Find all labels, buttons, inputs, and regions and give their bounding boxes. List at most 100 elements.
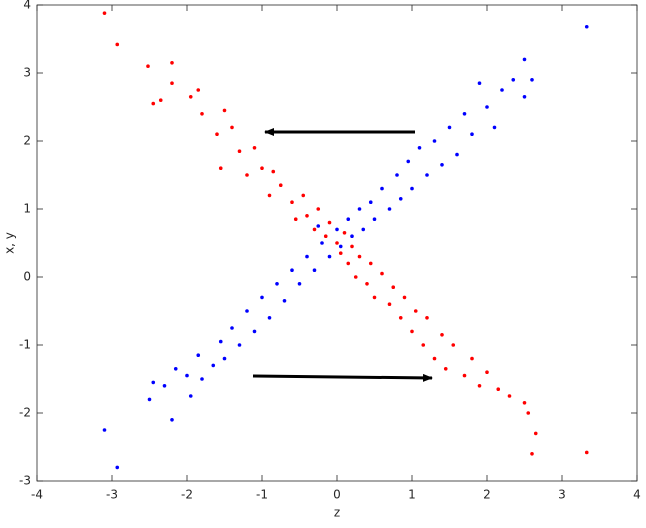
point: [218, 166, 223, 170]
point: [380, 186, 384, 191]
point: [443, 367, 448, 371]
point: [305, 214, 309, 218]
point: [425, 173, 429, 177]
point: [327, 254, 332, 259]
point: [477, 81, 482, 85]
y-tick-label: 2: [23, 134, 31, 148]
point: [402, 295, 407, 300]
point: [584, 450, 589, 455]
y-tick-label: 3: [23, 66, 31, 80]
point: [485, 105, 489, 109]
point: [237, 149, 242, 153]
point: [297, 282, 302, 286]
point: [316, 224, 321, 228]
point: [470, 356, 474, 361]
x-tick-label: 4: [633, 488, 641, 502]
point: [455, 152, 459, 157]
point: [218, 339, 223, 344]
point: [533, 431, 538, 436]
point: [413, 309, 418, 313]
point: [522, 95, 527, 99]
point: [200, 377, 204, 381]
point: [357, 254, 362, 259]
point: [196, 88, 201, 92]
point: [260, 166, 264, 170]
point: [526, 411, 531, 415]
point: [327, 220, 332, 225]
point: [275, 282, 279, 286]
point: [260, 295, 264, 300]
point: [387, 207, 392, 211]
point: [222, 356, 227, 361]
point: [395, 173, 399, 177]
point: [102, 428, 107, 432]
x-tick-label: 0: [333, 488, 341, 502]
point: [350, 234, 354, 238]
point: [338, 251, 343, 255]
point: [252, 146, 257, 150]
point: [237, 343, 242, 347]
point: [353, 275, 358, 279]
point: [485, 370, 489, 375]
point: [346, 261, 351, 266]
y-tick-label: 0: [23, 270, 31, 284]
point: [440, 333, 444, 337]
point: [335, 241, 339, 245]
point: [432, 139, 437, 143]
point: [507, 394, 512, 398]
point: [346, 217, 351, 221]
point: [432, 356, 437, 361]
y-tick-label: 4: [23, 0, 31, 12]
point: [470, 132, 474, 136]
point: [410, 329, 414, 334]
point: [417, 146, 422, 150]
point: [447, 125, 452, 130]
point: [530, 452, 534, 456]
point: [335, 227, 339, 232]
point: [387, 302, 392, 307]
point: [320, 241, 324, 245]
x-tick-label: 3: [558, 488, 566, 502]
point: [305, 254, 309, 259]
point: [162, 384, 167, 388]
point: [312, 227, 317, 232]
point: [252, 329, 257, 334]
y-tick-label: -1: [19, 338, 31, 352]
point: [372, 217, 377, 221]
point: [511, 78, 516, 82]
arrow: [252, 373, 433, 382]
point: [522, 401, 527, 405]
point: [462, 112, 467, 116]
point: [170, 61, 174, 65]
point: [323, 234, 328, 238]
point: [173, 367, 178, 371]
point: [282, 299, 287, 303]
point: [102, 11, 107, 15]
point: [584, 24, 589, 29]
point: [342, 231, 347, 235]
point: [391, 285, 396, 290]
point: [278, 183, 283, 187]
point: [151, 380, 156, 385]
point: [316, 207, 321, 211]
point: [477, 384, 482, 388]
point: [215, 132, 219, 136]
point: [406, 159, 411, 164]
point: [293, 217, 298, 221]
point: [115, 42, 120, 47]
point: [380, 271, 384, 276]
x-tick-label: 2: [483, 488, 491, 502]
point: [222, 108, 227, 113]
point: [188, 95, 193, 99]
point: [312, 268, 317, 273]
y-axis-label: x, y: [3, 232, 17, 254]
point: [245, 309, 249, 313]
point: [421, 343, 426, 347]
point: [230, 326, 234, 330]
point: [301, 193, 306, 198]
x-axis-label: z: [334, 506, 340, 520]
point: [290, 200, 294, 204]
y-tick-label: 1: [23, 202, 31, 216]
x-tick-label: -2: [181, 488, 193, 502]
